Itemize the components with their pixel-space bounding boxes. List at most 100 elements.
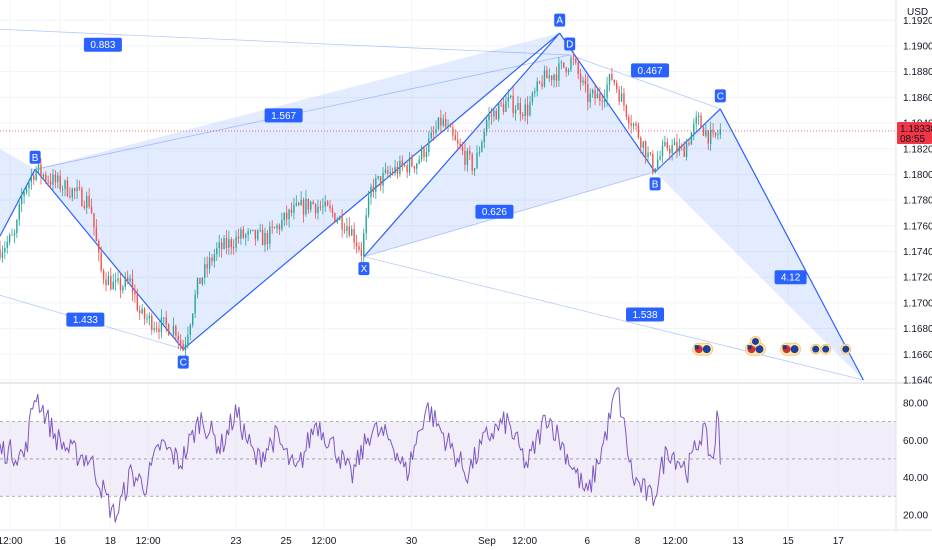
candle-body [18,204,20,221]
price-axis-currency: USD [907,7,928,18]
rsi-tick-label: 60.00 [903,436,928,447]
time-tick-label: 17 [833,536,845,547]
pattern-point-labels[interactable]: B C X A D B C [29,13,726,369]
pattern-ratio-label[interactable]: 1.538 [626,307,665,322]
us-flag-canton-icon [782,345,787,350]
time-tick-label: 12:00 [0,536,23,547]
us-eu-flag-icon[interactable] [692,342,714,356]
candle-body [577,62,579,74]
pattern-ratio-label[interactable]: 1.567 [264,108,303,123]
candle-body [693,123,695,133]
candle-body [493,110,495,117]
rsi-pane[interactable] [0,387,896,523]
candle-body [33,175,35,180]
candle-body [170,334,172,336]
pattern-ratio-label[interactable]: 0.626 [475,204,514,219]
pattern-point-label-bg [714,89,726,103]
pattern-ratio-label-text: 0.467 [638,66,663,77]
us-eu-flag-icon[interactable] [780,342,801,356]
candle-body [654,168,656,173]
pattern-leg [719,108,864,381]
pattern-ratio-label-bg [475,204,514,219]
price-tick-label: 1.17200 [903,273,932,284]
candle-body [404,165,406,166]
price-axis[interactable]: USD 1.192001.190001.188001.186001.184001… [895,0,932,530]
candle-body [538,81,541,83]
candle-body [235,236,237,248]
candle-body [252,229,254,231]
candle-body [122,286,124,291]
candle-body [59,175,61,190]
candle-body [249,230,252,232]
pattern-point-label[interactable]: C [714,89,726,103]
candle-body [139,310,141,314]
candle-body [69,196,71,198]
pattern-point-label[interactable]: B [29,150,41,164]
pattern-ratio-label-bg [774,270,807,285]
pattern-point-label-text: B [32,153,39,164]
time-tick-label: 8 [635,536,641,547]
candle-body [206,264,208,269]
time-tick-label: 12:00 [663,536,688,547]
candle-body [379,176,382,186]
candle-body [630,123,632,126]
pattern-point-label[interactable]: X [358,262,370,276]
pattern-ratio-labels[interactable]: 0.883 1.567 1.433 0.467 0.626 4.12 1.538 [66,37,807,327]
candle-body [177,335,179,341]
pattern-ratio-label[interactable]: 1.433 [66,312,105,327]
candle-body [697,115,700,118]
candle-body [384,169,387,173]
eu-flag-icon [755,345,764,354]
pattern-ratio-label[interactable]: 0.467 [631,63,670,78]
pattern-fill-area [363,33,656,257]
candle-body [242,229,245,238]
economic-event-icon[interactable] [810,343,822,355]
pattern-ratio-label[interactable]: 4.12 [774,270,807,285]
pattern-point-label[interactable]: D [564,37,576,51]
economic-event-icon[interactable] [750,336,761,347]
candle-body [375,178,377,192]
candle-body [314,204,317,214]
candle-body [428,138,430,152]
candle-body [367,197,370,216]
candle-body [522,114,524,116]
economic-event-icons[interactable] [692,336,852,356]
candle-body [399,160,401,174]
pattern-ratio-label[interactable]: 0.883 [83,37,122,52]
candle-body [264,232,266,246]
candle-body [16,220,18,234]
economic-event-icon[interactable] [840,343,852,355]
pattern-ratio-label-text: 0.626 [482,207,507,218]
candle-body [570,58,572,70]
candle-body [223,237,225,250]
candle-body [1,252,4,258]
time-tick-label: 23 [230,536,242,547]
pattern-point-label[interactable]: B [649,177,661,191]
candle-body [575,59,577,63]
bar-countdown: 08:55 [900,134,925,145]
candle-body [228,239,230,248]
candle-body [579,73,582,83]
candle-body [490,115,493,117]
candle-body [683,146,685,157]
candle-body [240,229,242,239]
pattern-point-label[interactable]: A [554,13,566,27]
pattern-point-label[interactable]: C [177,355,189,369]
candle-body [134,292,136,295]
candle-body [326,201,329,206]
candle-body [199,277,201,284]
candle-body [558,63,560,81]
candle-body [442,119,444,126]
candle-body [114,280,117,282]
us-eu-flag-icon[interactable] [745,342,766,356]
candle-body [391,172,394,174]
candle-body [155,328,158,329]
candle-body [334,213,336,223]
rsi-axis-ticks: 80.00 60.00 40.00 20.00 [903,398,928,521]
candle-body [546,70,548,79]
candle-body [194,294,196,314]
time-axis[interactable]: 12:00 16 18 12:00 23 25 12:00 30 Sep 12:00 6 8 12:00… [0,529,932,547]
economic-event-icon[interactable] [820,343,832,355]
price-pane[interactable]: 0.883 1.567 1.433 0.467 0.626 4.12 1.538 B C X A D… [0,0,896,530]
